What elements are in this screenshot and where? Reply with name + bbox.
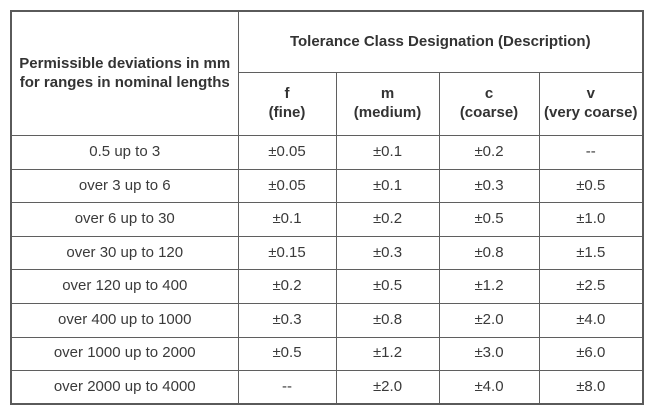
corner-header-line2: for ranges in nominal lengths: [19, 73, 230, 91]
value-cell: ±6.0: [538, 336, 644, 372]
value-cell: ±0.8: [438, 235, 540, 271]
value-cell: ±4.0: [538, 302, 644, 338]
value-cell: ±1.2: [438, 269, 540, 304]
value-cell: ±0.3: [438, 168, 540, 204]
value-cell: ±3.0: [438, 336, 540, 372]
table-row: over 1000 up to 2000 ±0.5 ±1.2 ±3.0 ±6.0: [10, 336, 644, 372]
column-description: (very coarse): [544, 104, 638, 121]
table-row: over 30 up to 120 ±0.15 ±0.3 ±0.8 ±1.5: [10, 235, 644, 271]
range-cell: over 30 up to 120: [10, 235, 239, 271]
value-cell: ±0.2: [335, 202, 440, 237]
corner-header-line1: Permissible deviations in mm: [19, 54, 231, 72]
value-cell: ±4.0: [438, 370, 540, 405]
group-header-row: Permissible deviations in mm for ranges …: [10, 10, 644, 136]
value-cell: ±0.15: [237, 235, 337, 271]
value-cell: ±1.0: [538, 202, 644, 237]
value-cell: ±2.0: [335, 370, 440, 405]
column-symbol: v: [586, 85, 595, 103]
tolerance-table: Permissible deviations in mm for ranges …: [10, 10, 644, 406]
value-cell: ±2.0: [438, 302, 540, 338]
value-cell: ±0.5: [335, 269, 440, 304]
value-cell: ±0.05: [237, 168, 337, 204]
value-cell: ±2.5: [538, 269, 644, 304]
value-cell: ±0.3: [335, 235, 440, 271]
value-cell: ±0.5: [538, 168, 644, 204]
column-description: (fine): [268, 104, 306, 121]
value-cell: ±0.5: [237, 336, 337, 372]
value-cell: ±1.5: [538, 235, 644, 271]
column-description: (medium): [353, 104, 422, 121]
value-cell: ±0.3: [237, 302, 337, 338]
table-body: 0.5 up to 3 ±0.05 ±0.1 ±0.2 -- over 3 up to 6…: [10, 135, 644, 405]
table-row: over 120 up to 400 ±0.2 ±0.5 ±1.2 ±2.5: [10, 269, 644, 304]
class-header-row: f (fine) m (medium) c (coarse) v (very c…: [11, 72, 644, 136]
range-cell: 0.5 up to 3: [10, 135, 239, 170]
value-cell: ±0.5: [438, 202, 540, 237]
range-cell: over 400 up to 1000: [10, 302, 239, 338]
value-cell: ±0.1: [237, 202, 337, 237]
column-header-f: f (fine): [237, 72, 337, 136]
corner-header: Permissible deviations in mm for ranges …: [10, 10, 239, 136]
value-cell: ±0.1: [335, 135, 440, 170]
range-cell: over 3 up to 6: [10, 168, 239, 204]
column-description: (coarse): [459, 104, 519, 121]
value-cell: ±1.2: [335, 336, 440, 372]
value-cell: ±0.2: [438, 135, 540, 170]
column-header-m: m (medium): [335, 72, 440, 136]
value-cell: --: [237, 370, 337, 405]
range-cell: over 1000 up to 2000: [10, 336, 239, 372]
range-cell: over 2000 up to 4000: [10, 370, 239, 405]
value-cell: ±0.2: [237, 269, 337, 304]
value-cell: --: [538, 135, 644, 170]
range-cell: over 6 up to 30: [10, 202, 239, 237]
column-header-c: c (coarse): [438, 72, 540, 136]
column-header-v: v (very coarse): [538, 72, 644, 136]
column-symbol: f: [284, 85, 290, 103]
table-row: over 400 up to 1000 ±0.3 ±0.8 ±2.0 ±4.0: [10, 302, 644, 338]
value-cell: ±0.8: [335, 302, 440, 338]
value-cell: ±0.1: [335, 168, 440, 204]
column-symbol: c: [484, 85, 494, 103]
range-cell: over 120 up to 400: [10, 269, 239, 304]
value-cell: ±8.0: [538, 370, 644, 405]
table-row: 0.5 up to 3 ±0.05 ±0.1 ±0.2 --: [10, 135, 644, 170]
table-row: over 6 up to 30 ±0.1 ±0.2 ±0.5 ±1.0: [10, 202, 644, 237]
group-header: Tolerance Class Designation (Description…: [237, 10, 644, 73]
table-row: over 2000 up to 4000 -- ±2.0 ±4.0 ±8.0: [10, 370, 644, 405]
value-cell: ±0.05: [237, 135, 337, 170]
column-symbol: m: [380, 85, 395, 103]
table-row: over 3 up to 6 ±0.05 ±0.1 ±0.3 ±0.5: [10, 168, 644, 204]
